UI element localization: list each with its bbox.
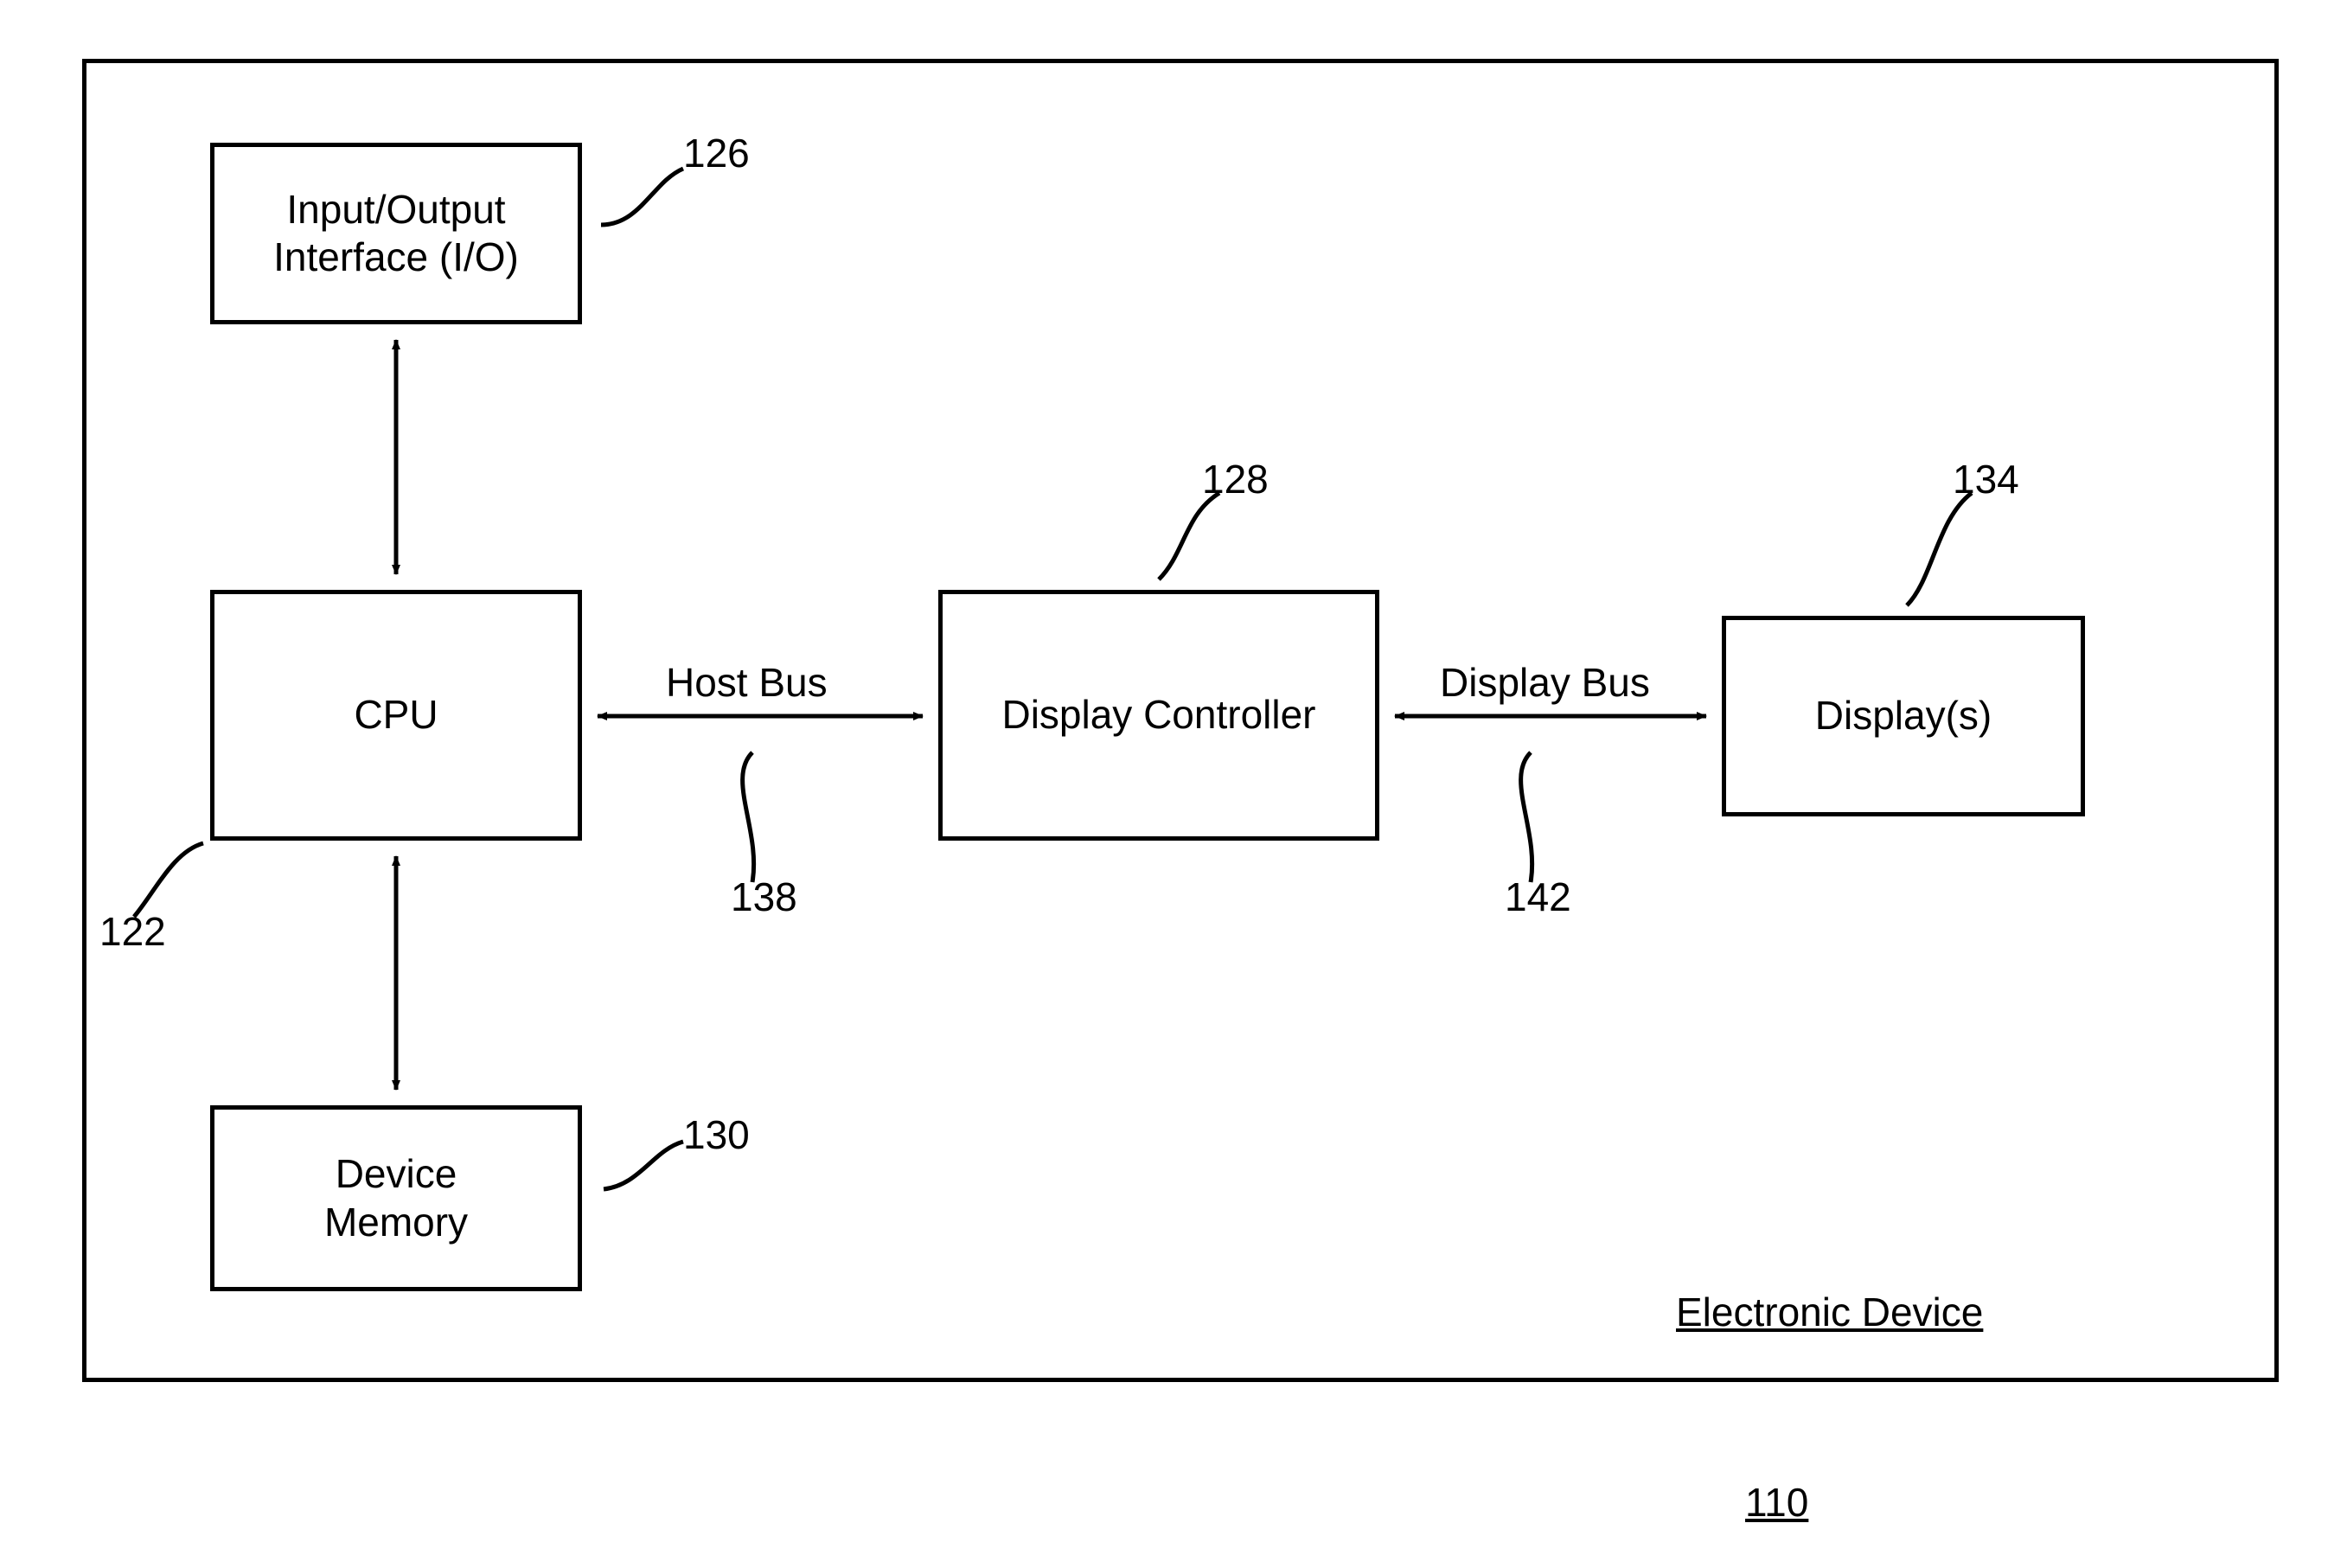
electronic-device-label: Electronic Device	[1676, 1289, 1983, 1335]
ref-138: 138	[731, 874, 797, 920]
ref-122: 122	[99, 908, 166, 955]
diagram-canvas: Input/OutputInterface (I/O) CPU DeviceMe…	[0, 0, 2328, 1568]
ref-126: 126	[683, 130, 750, 176]
ref-110: 110	[1745, 1479, 1808, 1526]
display-bus-label: Display Bus	[1440, 659, 1650, 706]
host-bus-label: Host Bus	[666, 659, 828, 706]
display-block: Display(s)	[1722, 616, 2085, 816]
ref-134: 134	[1953, 456, 2019, 502]
ref-128: 128	[1202, 456, 1269, 502]
cpu-block: CPU	[210, 590, 582, 841]
io-block: Input/OutputInterface (I/O)	[210, 143, 582, 324]
ref-130: 130	[683, 1111, 750, 1158]
io-label: Input/OutputInterface (I/O)	[265, 186, 528, 281]
memory-label: DeviceMemory	[316, 1150, 476, 1245]
display-label: Display(s)	[1807, 692, 2000, 739]
ref-142: 142	[1505, 874, 1571, 920]
display-controller-label: Display Controller	[993, 691, 1324, 739]
cpu-label: CPU	[345, 691, 446, 739]
memory-block: DeviceMemory	[210, 1105, 582, 1291]
display-controller-block: Display Controller	[938, 590, 1379, 841]
